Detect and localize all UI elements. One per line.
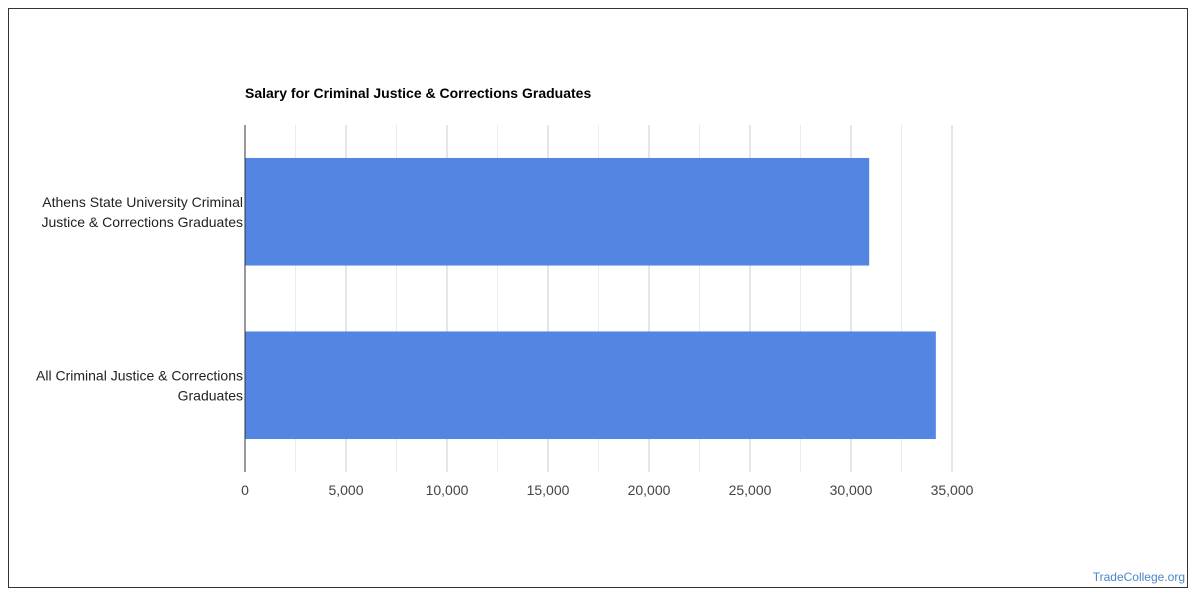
- category-label: Athens State University Criminal Justice …: [41, 194, 243, 230]
- category-label: All Criminal Justice & Corrections Gradua…: [36, 367, 243, 403]
- x-tick-label: 0: [241, 482, 249, 498]
- bar: [245, 157, 870, 266]
- source-credit[interactable]: TradeCollege.org: [1092, 570, 1185, 584]
- x-tick-label: 15,000: [527, 482, 570, 498]
- chart-title: Salary for Criminal Justice & Correction…: [245, 85, 592, 101]
- labels: 0 5,000 10,000 15,000 20,000 25,000 30,000 35,0…: [36, 194, 974, 498]
- bar: [245, 331, 936, 440]
- x-tick-label: 25,000: [729, 482, 772, 498]
- x-tick-label: 35,000: [931, 482, 974, 498]
- bars: [245, 157, 936, 440]
- x-tick-label: 30,000: [830, 482, 873, 498]
- x-tick-label: 10,000: [426, 482, 469, 498]
- x-tick-label: 5,000: [328, 482, 363, 498]
- x-tick-label: 20,000: [628, 482, 671, 498]
